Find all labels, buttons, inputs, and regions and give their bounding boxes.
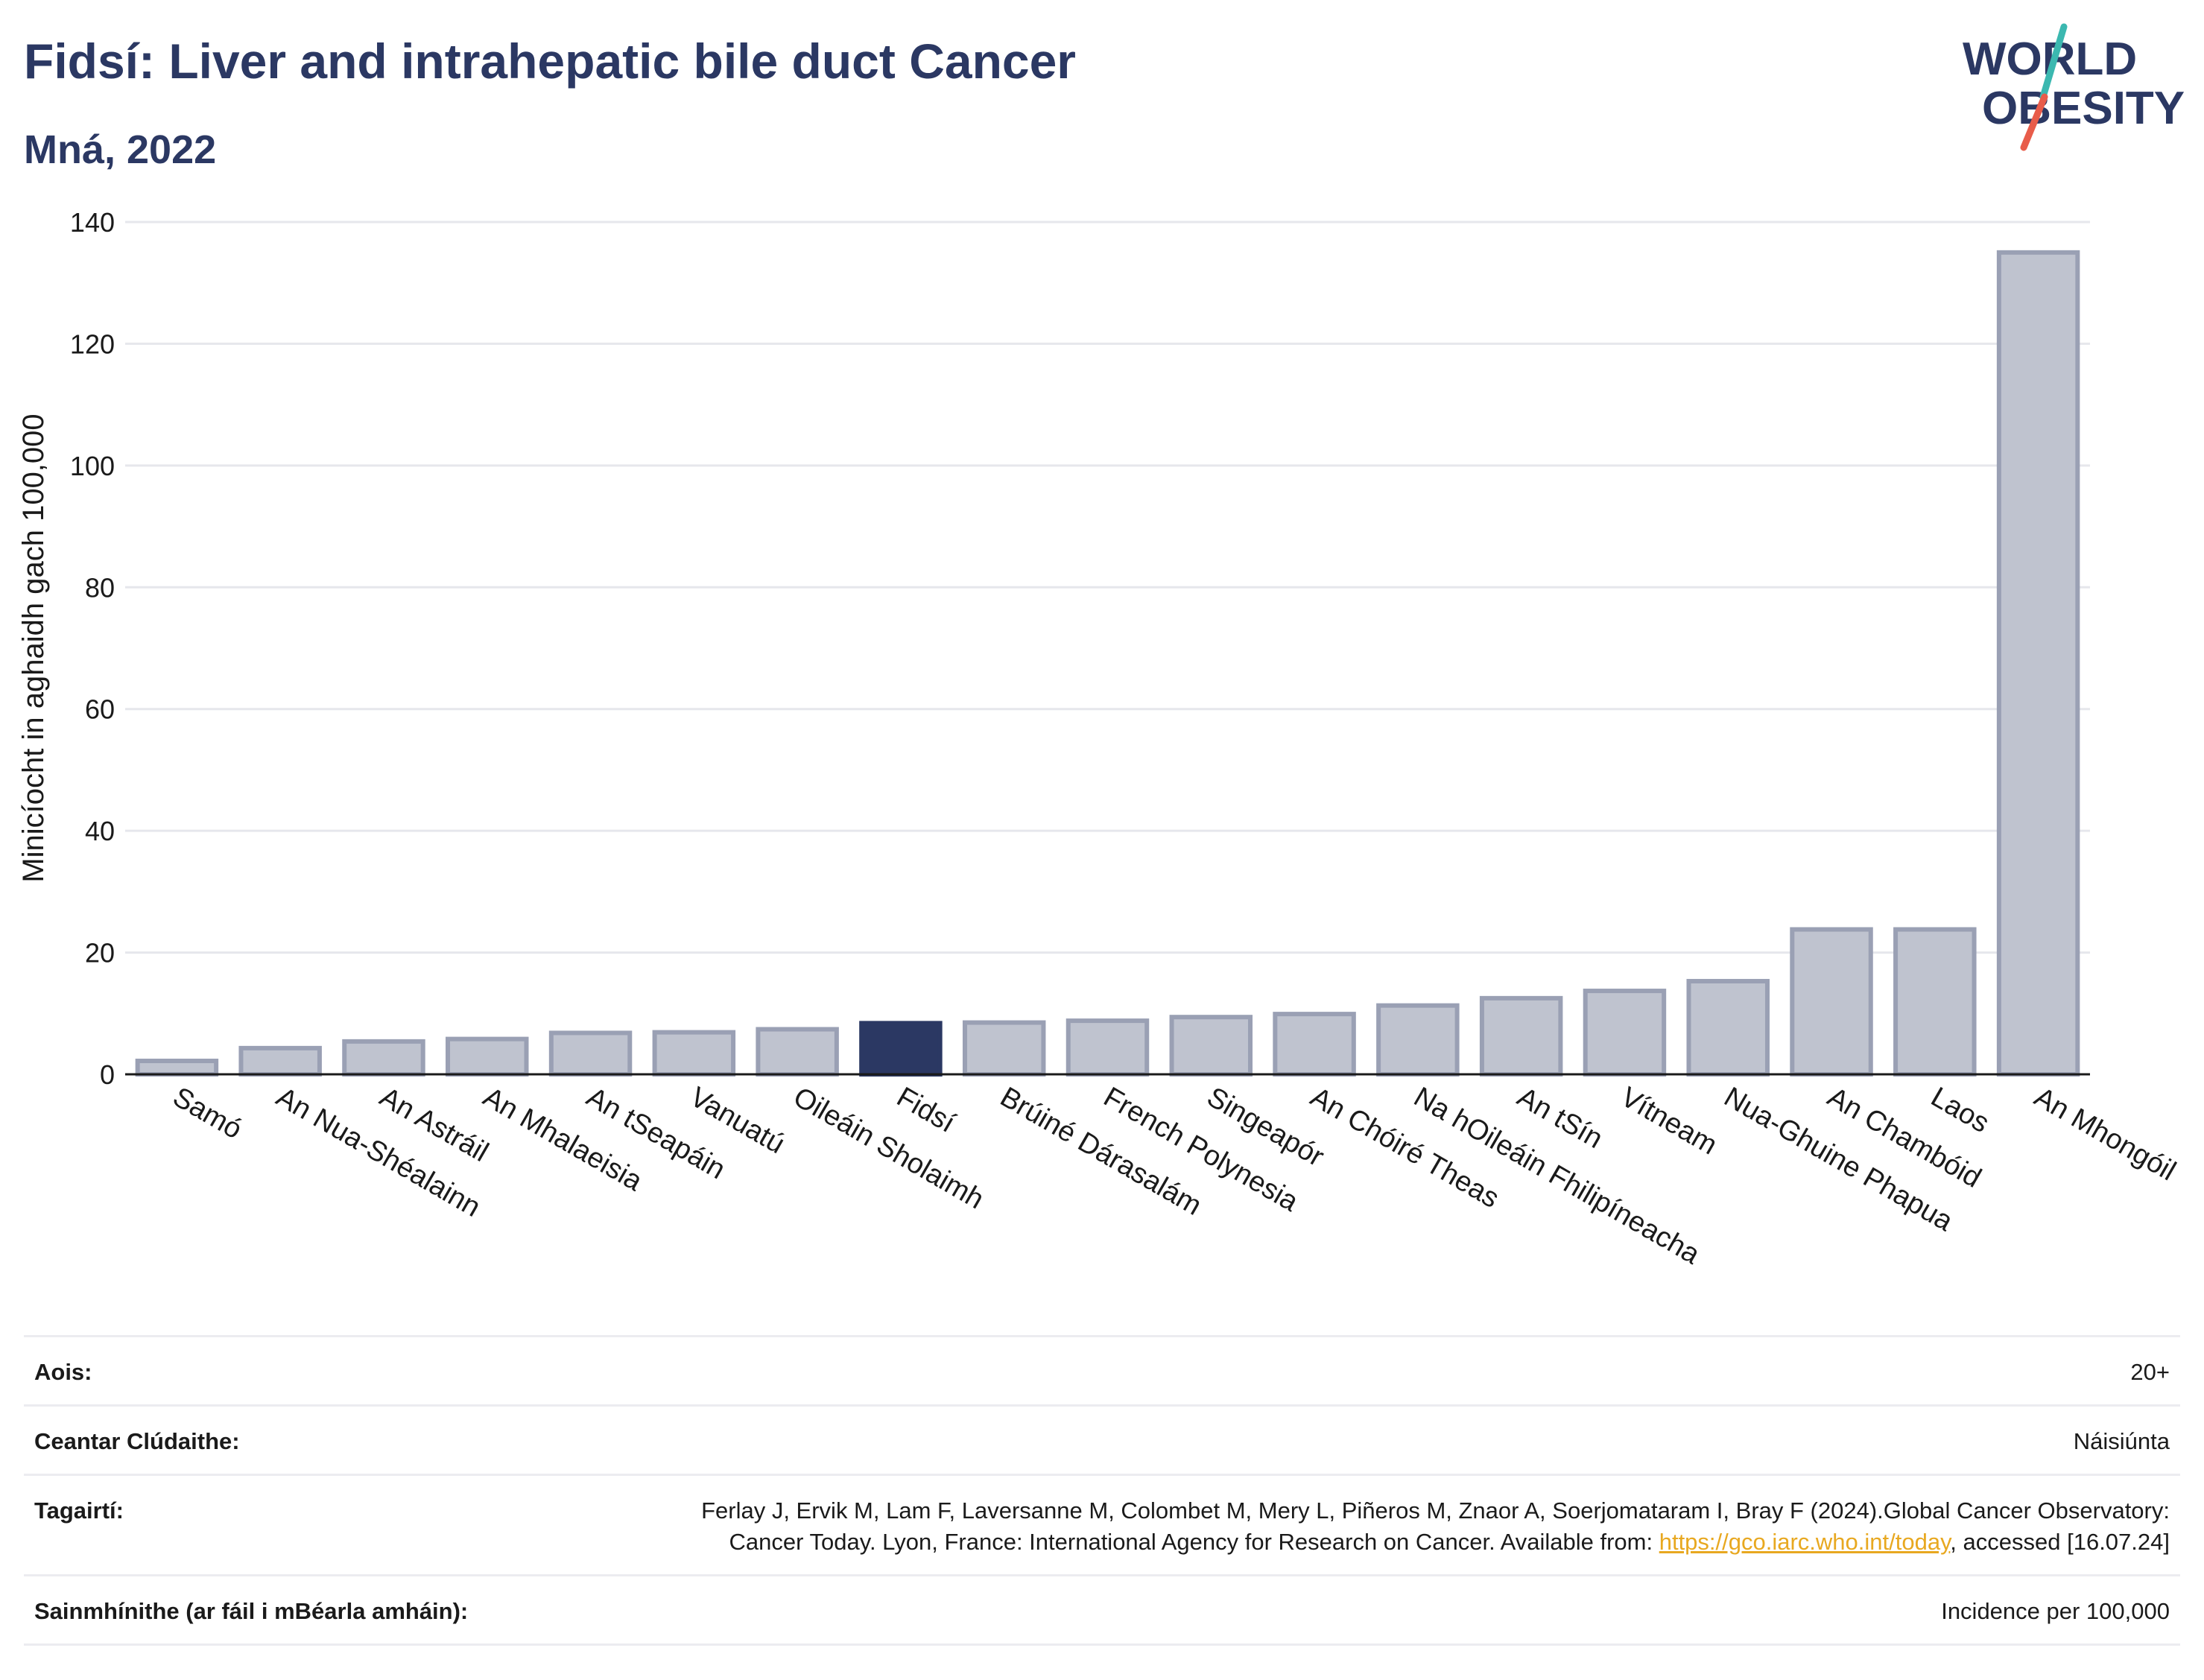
bar <box>548 1030 633 1077</box>
bar <box>1169 1015 1253 1077</box>
world-obesity-logo: WORLD OBESITY <box>1963 23 2185 151</box>
bar <box>1479 995 1563 1077</box>
bar <box>135 1059 219 1077</box>
reference-text: Ferlay J, Ervik M, Lam F, Laversanne M, … <box>701 1497 2170 1555</box>
bar <box>342 1039 425 1077</box>
bar <box>1065 1018 1150 1077</box>
reference-accessed: , accessed [16.07.24] <box>1950 1529 2170 1555</box>
bar <box>446 1036 529 1077</box>
info-label-definitions: Sainmhínithe (ar fáil i mBéarla amháin): <box>34 1598 469 1624</box>
bar <box>1996 250 2080 1077</box>
bar <box>1790 927 1873 1077</box>
info-row-coverage: Ceantar Clúdaithe: Náisiúnta <box>24 1404 2180 1474</box>
logo-slash-teal <box>2039 23 2068 101</box>
info-value-age: 20+ <box>2130 1359 2170 1385</box>
info-value-coverage: Náisiúnta <box>2073 1428 2170 1454</box>
info-row-age: Aois: 20+ <box>24 1335 2180 1404</box>
logo-slash-red <box>2020 93 2048 151</box>
bar <box>1893 927 1977 1077</box>
info-row-definitions: Sainmhínithe (ar fáil i mBéarla amháin):… <box>24 1574 2180 1646</box>
bar <box>238 1045 322 1077</box>
y-tick-label: 60 <box>85 694 115 725</box>
y-tick-label: 80 <box>85 572 115 603</box>
bar-highlight <box>859 1021 943 1077</box>
y-tick-label: 20 <box>85 938 115 969</box>
bar <box>962 1020 1046 1077</box>
x-tick-label: Samó <box>168 1081 247 1145</box>
y-tick-label: 120 <box>70 329 115 359</box>
info-label-references: Tagairtí: <box>34 1497 124 1524</box>
info-label-age: Aois: <box>34 1359 92 1385</box>
x-tick-label: Fidsí <box>891 1081 960 1139</box>
bar <box>1686 978 1770 1077</box>
y-tick-label: 0 <box>100 1059 115 1090</box>
x-tick-label: Oileáin Sholaimh <box>788 1081 989 1215</box>
info-table: Aois: 20+ Ceantar Clúdaithe: Náisiúnta T… <box>24 1335 2180 1646</box>
info-value-references: Ferlay J, Ervik M, Lam F, Laversanne M, … <box>642 1495 2170 1558</box>
info-value-definitions: Incidence per 100,000 <box>1941 1598 2170 1624</box>
y-axis-label: Minicíocht in aghaidh gach 100,000 <box>17 413 50 882</box>
info-label-coverage: Ceantar Clúdaithe: <box>34 1428 240 1454</box>
y-tick-label: 100 <box>70 451 115 481</box>
y-tick-label: 140 <box>70 207 115 238</box>
bar <box>756 1027 839 1077</box>
bar <box>1583 989 1667 1077</box>
x-tick-label: An Chóiré Theas <box>1305 1081 1504 1214</box>
grid-lines <box>125 221 2090 954</box>
logo-text-obesity: OBESITY <box>1982 83 2185 134</box>
x-tick-label: Laos <box>1925 1081 1994 1139</box>
reference-link[interactable]: https://gco.iarc.who.int/today <box>1659 1529 1951 1555</box>
x-tick-label: An Mhongóil <box>2029 1081 2181 1187</box>
bars <box>135 250 2080 1077</box>
chart-subtitle: Mná, 2022 <box>24 127 217 172</box>
y-tick-label: 40 <box>85 816 115 846</box>
x-tick-label: Vítneam <box>1615 1081 1723 1161</box>
bar <box>1376 1003 1460 1077</box>
bar <box>1273 1012 1356 1077</box>
chart-title: Fidsí: Liver and intrahepatic bile duct … <box>24 34 1076 89</box>
info-row-references: Tagairtí: Ferlay J, Ervik M, Lam F, Lave… <box>24 1474 2180 1574</box>
bar <box>652 1030 736 1077</box>
